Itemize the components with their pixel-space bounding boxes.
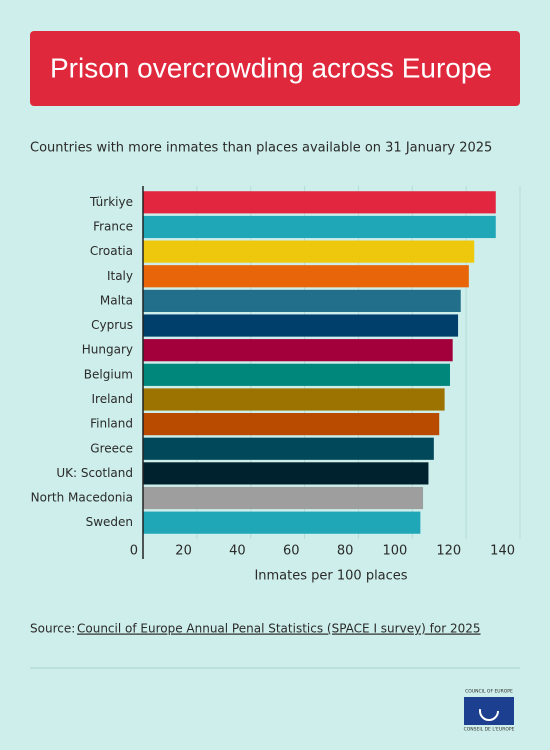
bar [143, 289, 461, 312]
bar [143, 437, 434, 460]
bar [143, 363, 450, 386]
logo-mark [479, 701, 499, 721]
y-tick-label: Hungary [82, 343, 133, 357]
y-tick-label: Ireland [91, 392, 133, 406]
source-link[interactable]: Council of Europe Annual Penal Statistic… [77, 622, 481, 636]
y-tick-label: North Macedonia [31, 491, 133, 505]
y-tick-label: Belgium [84, 367, 133, 381]
source-prefix: Source: [30, 622, 75, 636]
bar [143, 413, 440, 436]
x-tick-label: 40 [229, 544, 246, 559]
bar [143, 265, 469, 288]
y-tick-label: Italy [107, 269, 133, 283]
logo-text: CONSEIL DE L'EUROPE [464, 727, 515, 733]
bar [143, 486, 424, 510]
bar [143, 314, 459, 337]
y-tick-label: France [93, 219, 133, 233]
x-tick-label: 20 [175, 544, 192, 559]
subtitle: Countries with more inmates than places … [30, 141, 492, 156]
x-tick-label: 60 [283, 544, 300, 559]
bar [143, 191, 496, 214]
y-tick-label: Cyprus [91, 318, 133, 332]
x-tick-label: 100 [382, 544, 407, 559]
bar [143, 215, 496, 239]
y-tick-label: UK: Scotland [56, 466, 133, 480]
x-tick-label: 140 [490, 544, 515, 559]
y-tick-label: Malta [100, 293, 133, 307]
title-box [30, 31, 520, 106]
x-tick-label: 120 [436, 544, 461, 559]
bar [143, 511, 421, 534]
y-tick-label: Greece [90, 441, 133, 455]
bar [143, 388, 445, 411]
x-tick-label: 0 [130, 544, 138, 559]
bar [143, 462, 429, 485]
chart-title: Prison overcrowding across Europe [50, 52, 492, 83]
x-axis-label: Inmates per 100 places [254, 569, 407, 584]
logo-text: COUNCIL OF EUROPE [465, 689, 513, 695]
y-tick-label: Sweden [86, 515, 133, 529]
x-tick-label: 80 [337, 544, 354, 559]
y-tick-label: Croatia [90, 244, 133, 258]
logo: COUNCIL OF EUROPE CONSEIL DE L'EUROPE [464, 689, 515, 733]
bar [143, 240, 475, 263]
bar [143, 339, 453, 362]
y-tick-label: Finland [90, 417, 133, 431]
y-tick-label: Türkiye [89, 195, 133, 209]
